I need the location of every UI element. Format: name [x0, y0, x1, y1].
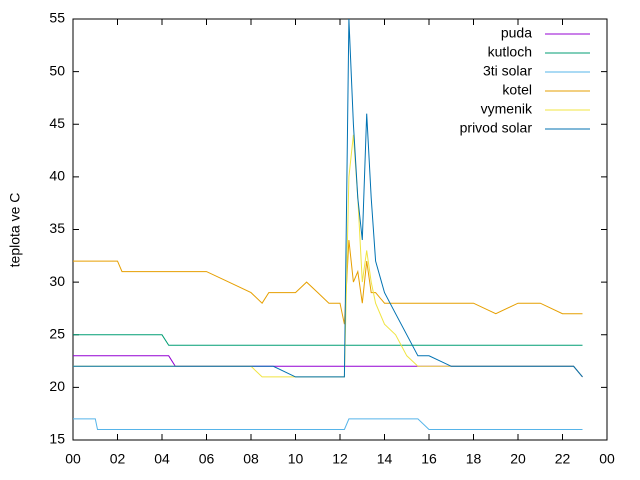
- y-tick-label: 30: [49, 273, 65, 289]
- x-tick-label: 16: [421, 451, 437, 467]
- x-tick-label: 14: [377, 451, 393, 467]
- y-tick-label: 15: [49, 431, 65, 447]
- legend-label: kutloch: [488, 44, 532, 60]
- x-tick-label: 20: [510, 451, 526, 467]
- legend-label: vymenik: [481, 101, 533, 117]
- y-tick-label: 50: [49, 62, 65, 78]
- x-tick-label: 18: [466, 451, 482, 467]
- series-line: [73, 18, 583, 378]
- x-tick-label: 02: [110, 451, 126, 467]
- x-tick-label: 10: [288, 451, 304, 467]
- x-tick-label: 06: [199, 451, 215, 467]
- y-tick-label: 25: [49, 325, 65, 341]
- y-tick-label: 20: [49, 378, 65, 394]
- y-tick-label: 40: [49, 168, 65, 184]
- legend-label: 3ti solar: [483, 63, 532, 79]
- legend-label: privod solar: [460, 120, 533, 136]
- x-tick-label: 12: [332, 451, 348, 467]
- legend-label: kotel: [502, 82, 532, 98]
- legend-label: puda: [501, 25, 532, 41]
- y-axis-label: teplota ve C: [7, 193, 23, 268]
- y-tick-label: 35: [49, 220, 65, 236]
- y-tick-label: 45: [49, 115, 65, 131]
- x-tick-label: 00: [65, 451, 81, 467]
- x-tick-label: 22: [555, 451, 571, 467]
- y-tick-label: 55: [49, 10, 65, 26]
- x-tick-label: 08: [243, 451, 259, 467]
- x-tick-label: 04: [154, 451, 170, 467]
- x-tick-label: 00: [599, 451, 615, 467]
- series-line: [73, 239, 583, 325]
- series-line: [73, 418, 583, 430]
- series-line: [73, 334, 583, 346]
- series-line: [73, 134, 583, 378]
